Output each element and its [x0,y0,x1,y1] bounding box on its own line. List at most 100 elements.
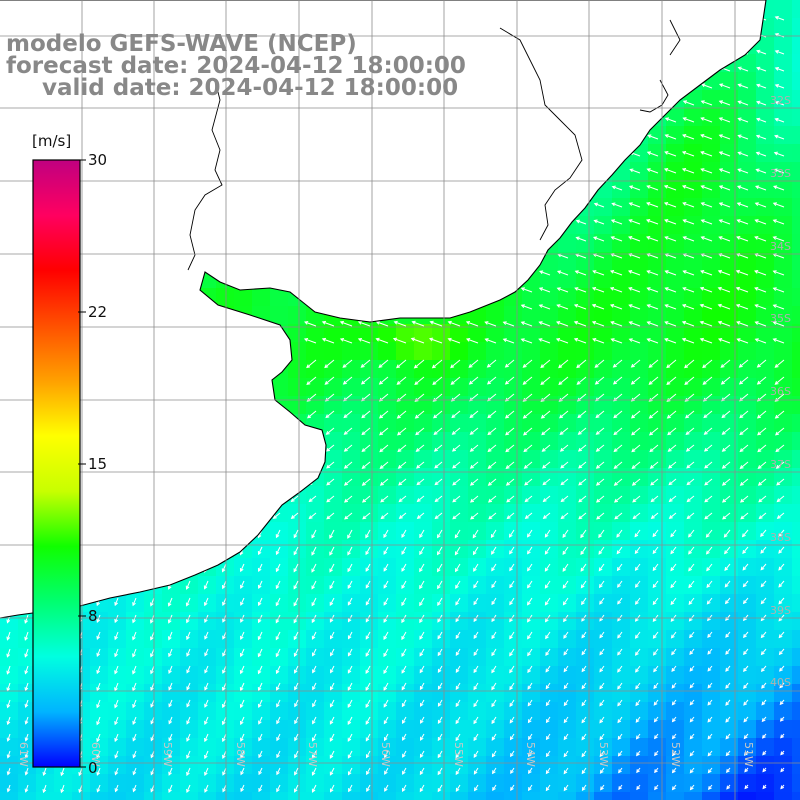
field-cell [756,684,775,703]
field-cell [270,720,289,739]
wind-arrow [326,461,335,469]
arrow-head [686,481,691,486]
field-cell [684,144,703,163]
wind-arrow [687,512,695,519]
wind-arrow [294,750,299,758]
wind-arrow [719,168,731,174]
arrow-head [326,498,331,503]
field-cell [612,612,631,631]
wind-arrow [755,202,767,208]
field-cell [324,738,343,757]
arrow-head [616,550,621,555]
arrow-head [378,380,383,385]
wind-arrow [348,784,353,792]
wind-arrow [378,359,389,368]
wind-arrow [647,321,659,327]
field-cell [684,432,703,451]
arrow-head [647,134,652,139]
field-cell [432,630,451,649]
wind-arrow [758,495,767,503]
arrow-head [258,771,262,776]
field-cell [648,792,667,800]
wind-arrow [7,784,11,792]
wind-arrow [761,682,767,689]
field-cell [450,468,469,487]
field-cell [594,774,613,793]
arrow-head [634,566,639,571]
wind-arrow [204,767,209,776]
wind-arrow [24,614,29,624]
arrow-head [429,320,434,325]
arrow-head [598,534,602,539]
wind-arrow [383,546,389,555]
wind-arrow [719,117,731,123]
wind-arrow [452,461,461,469]
arrow-head [60,772,65,777]
arrow-head [257,567,262,573]
wind-arrow [612,186,623,191]
field-cell [774,702,793,721]
field-cell [522,666,541,685]
wind-arrow [719,202,731,208]
arrow-head [114,653,118,658]
wind-arrow [507,512,515,519]
field-cell [450,342,469,361]
field-cell [720,594,739,613]
field-cell [414,630,433,649]
arrow-head [613,431,618,436]
field-cell [792,108,800,127]
field-cell [414,450,433,469]
wind-arrow [491,631,497,639]
field-cell [540,612,559,631]
wind-arrow [383,563,389,572]
wind-arrow [542,478,551,486]
wind-arrow [398,495,407,502]
wind-arrow [647,270,659,276]
field-cell [702,630,721,649]
arrow-head [401,787,406,793]
wind-arrow [455,716,461,724]
arrow-head [24,653,29,658]
arrow-head [592,236,598,241]
arrow-head [491,652,495,657]
wind-arrow [754,287,767,293]
arrow-head [168,754,172,759]
wind-arrow [688,580,695,588]
wind-arrow [485,338,497,344]
wind-arrow [664,202,677,208]
arrow-head [510,753,514,758]
wind-arrow [168,767,173,776]
arrow-head [576,364,581,369]
field-cell [666,378,685,397]
field-cell [306,720,325,739]
field-cell [558,324,577,343]
colorbar-label-15: 15 [88,455,108,473]
wind-arrow [755,219,767,225]
field-cell [612,702,631,721]
wind-arrow [240,767,245,775]
field-cell [306,396,325,415]
field-cell [576,756,595,775]
field-cell [612,774,631,793]
field-cell [540,684,559,703]
wind-arrow [258,784,263,792]
wind-arrow [379,427,389,436]
arrow-head [737,83,742,88]
field-cell [522,342,541,361]
field-cell [630,630,649,649]
arrow-head [635,735,640,740]
arrow-head [455,568,459,573]
arrow-head [778,617,783,622]
wind-arrow [509,580,515,588]
arrow-head [168,788,172,793]
field-cell [630,720,649,739]
arrow-head [437,719,442,724]
wind-arrow [686,478,695,485]
field-cell [252,702,271,721]
field-cell [612,432,631,451]
arrow-head [666,381,671,386]
field-cell [792,306,800,325]
field-cell [756,90,775,109]
arrow-head [522,397,527,402]
